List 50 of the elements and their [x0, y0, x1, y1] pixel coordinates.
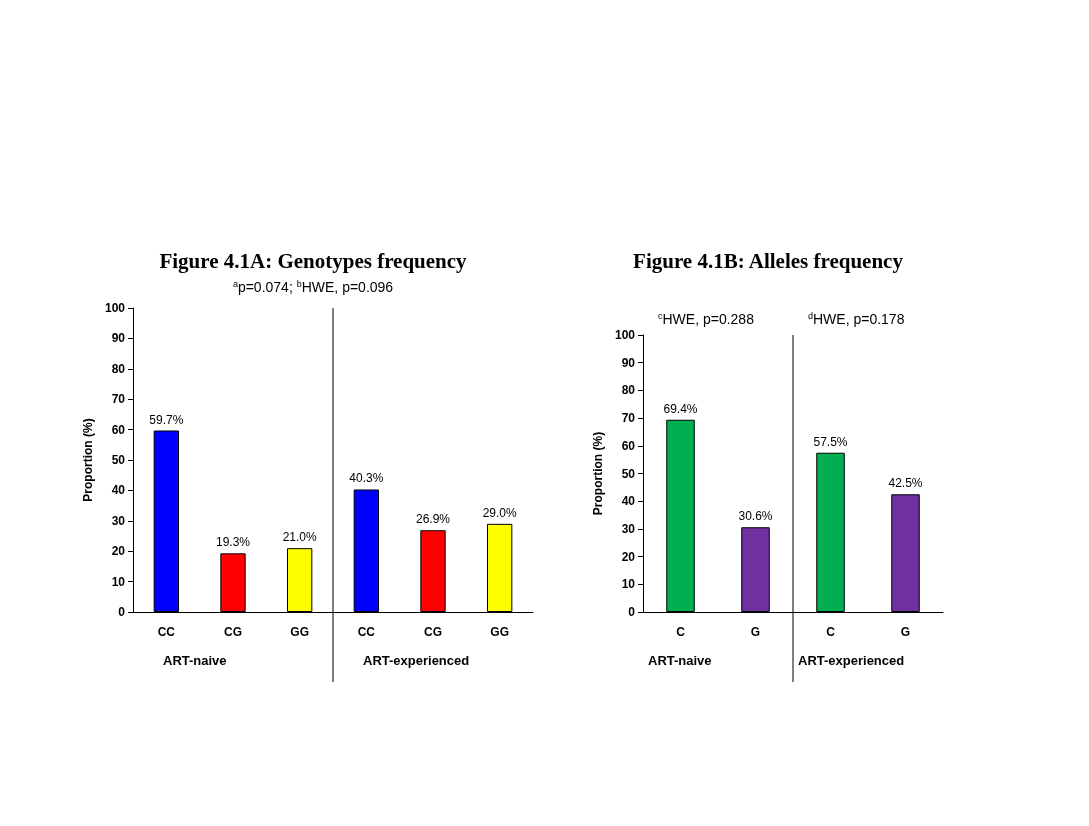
y-tick-label: 30	[621, 521, 636, 536]
x-tick-label: CC	[357, 625, 376, 639]
y-tick-label: 20	[111, 544, 126, 559]
y-tick-label: 20	[621, 549, 636, 564]
y-axis-title: Proportion (%)	[591, 431, 606, 516]
y-tick-label: 50	[111, 453, 126, 467]
x-tick-label: G	[900, 625, 911, 639]
y-tick-label: 100	[614, 328, 636, 342]
data-label: 59.7%	[149, 412, 184, 427]
x-tick-label: CG	[424, 625, 442, 639]
data-label: 57.5%	[813, 434, 848, 449]
chart-title: Figure 4.1B: Alleles frequency	[633, 248, 904, 273]
data-label: 42.5%	[888, 476, 923, 491]
y-tick-label: 0	[118, 605, 126, 619]
y-tick-label: 40	[621, 494, 636, 509]
data-label: 21.0%	[282, 530, 318, 545]
x-tick-label: CC	[157, 625, 176, 639]
y-tick-label: 90	[621, 355, 636, 370]
y-tick-label: 90	[111, 331, 126, 346]
chart-title: Figure 4.1A: Genotypes frequency	[159, 248, 468, 273]
x-tick-label: CG	[224, 625, 242, 639]
data-label: 69.4%	[663, 401, 698, 416]
data-label: 40.3%	[349, 471, 384, 486]
y-tick-label: 60	[621, 438, 636, 453]
y-tick-label: 70	[111, 392, 126, 407]
y-tick-label: 80	[111, 361, 126, 376]
x-tick-label: GG	[290, 625, 309, 639]
y-axis-title: Proportion (%)	[81, 418, 96, 502]
y-tick-label: 60	[111, 422, 126, 437]
y-tick-label: 70	[621, 411, 636, 426]
text: ART-naive	[648, 653, 712, 668]
y-tick-label: 10	[621, 577, 636, 592]
x-tick-label: C	[676, 625, 686, 639]
y-tick-label: 10	[111, 574, 126, 589]
y-tick-label: 30	[111, 513, 126, 528]
text: ART-experienced	[798, 653, 905, 668]
text: ART-naive	[163, 653, 227, 668]
y-tick-label: 50	[621, 466, 636, 481]
y-tick-label: 80	[621, 383, 636, 398]
data-label: 29.0%	[482, 505, 518, 520]
x-tick-label: C	[826, 625, 836, 639]
y-tick-label: 0	[628, 605, 636, 619]
text: ART-experienced	[363, 653, 470, 668]
y-tick-label: 40	[111, 483, 126, 498]
data-label: 19.3%	[215, 535, 251, 550]
data-label: 26.9%	[415, 512, 451, 527]
data-label: 30.6%	[738, 509, 773, 524]
y-tick-label: 100	[104, 301, 126, 315]
x-tick-label: GG	[490, 625, 509, 639]
x-tick-label: G	[750, 625, 761, 639]
